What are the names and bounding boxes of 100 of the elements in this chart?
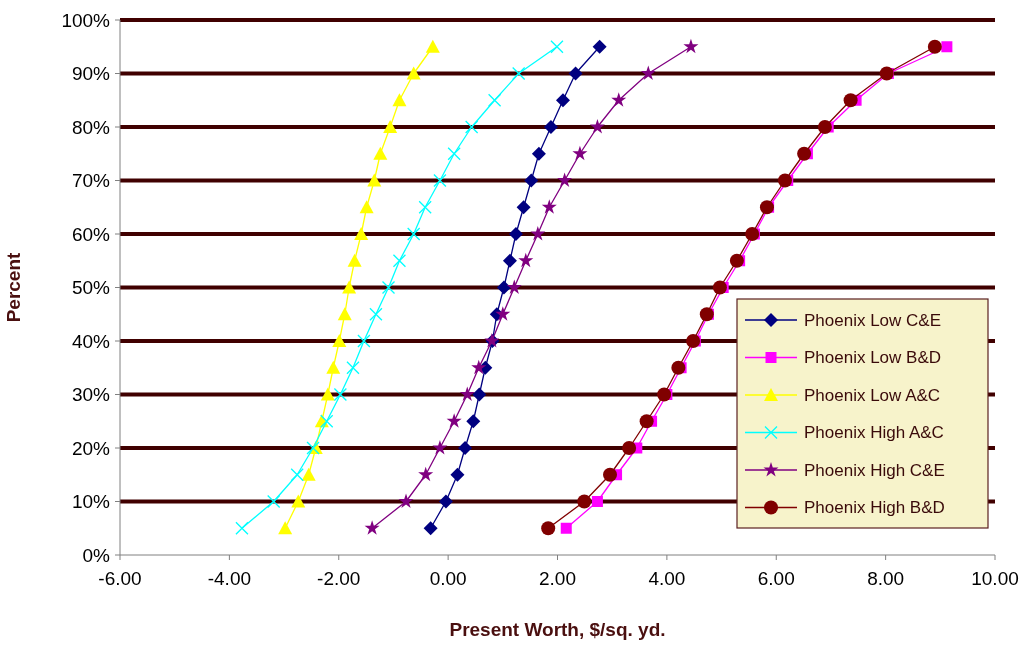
x-tick-label: -6.00 xyxy=(98,568,142,589)
point xyxy=(471,359,487,375)
point xyxy=(291,494,306,508)
point xyxy=(506,279,522,294)
point xyxy=(671,360,686,375)
point xyxy=(432,440,448,455)
x-axis-title: Present Worth, $/sq. yd. xyxy=(449,619,666,640)
point xyxy=(332,334,347,347)
point xyxy=(392,93,407,107)
point xyxy=(577,494,592,509)
x-tick-label: 2.00 xyxy=(539,568,576,589)
point xyxy=(342,280,357,294)
point xyxy=(639,414,654,429)
point xyxy=(235,521,249,535)
y-tick-label: 90% xyxy=(71,63,111,85)
legend-label: Phoenix Low C&E xyxy=(804,310,942,330)
point xyxy=(572,145,588,161)
point xyxy=(817,120,832,134)
point xyxy=(346,361,360,375)
legend-label: Phoenix Low A&C xyxy=(804,385,941,405)
y-tick-label: 60% xyxy=(71,223,111,245)
point xyxy=(466,414,481,429)
point xyxy=(433,173,447,188)
point xyxy=(843,93,858,108)
y-tick-label: 10% xyxy=(71,491,111,513)
point xyxy=(541,199,557,214)
point xyxy=(611,92,627,107)
point xyxy=(555,93,570,108)
point xyxy=(487,93,502,107)
point xyxy=(508,227,523,241)
point xyxy=(423,521,438,536)
legend-label: Phoenix Low B&D xyxy=(804,348,942,368)
point xyxy=(729,253,744,268)
x-tick-label: -4.00 xyxy=(207,568,252,589)
point xyxy=(516,200,531,215)
point xyxy=(347,253,362,267)
point xyxy=(496,280,511,295)
point xyxy=(354,227,369,240)
y-tick-label: 20% xyxy=(71,437,111,459)
point xyxy=(450,467,465,482)
point xyxy=(447,147,461,161)
point xyxy=(326,360,341,374)
point xyxy=(267,494,281,509)
point xyxy=(337,307,352,321)
y-tick-label: 0% xyxy=(82,544,111,566)
point xyxy=(541,521,556,536)
point xyxy=(524,173,539,188)
y-axis-title: Percent xyxy=(3,251,24,323)
point xyxy=(472,387,487,402)
point xyxy=(392,254,407,268)
point xyxy=(557,172,573,187)
y-tick-label: 50% xyxy=(71,277,111,299)
point xyxy=(464,120,479,134)
legend-label: Phoenix High A&C xyxy=(804,423,944,443)
point xyxy=(495,306,511,321)
x-tick-label: 0.00 xyxy=(429,568,467,589)
point xyxy=(381,280,396,295)
point xyxy=(278,521,293,535)
point xyxy=(357,334,371,348)
point xyxy=(603,467,617,482)
point xyxy=(927,39,942,54)
point xyxy=(591,496,603,507)
point xyxy=(367,173,382,187)
point xyxy=(446,413,462,428)
point xyxy=(531,146,546,161)
point xyxy=(320,414,334,428)
point xyxy=(369,307,383,321)
y-tick-label: 70% xyxy=(71,170,111,192)
point xyxy=(320,387,335,401)
point xyxy=(657,387,672,402)
point xyxy=(560,522,572,534)
y-tick-label: 30% xyxy=(71,384,111,406)
point xyxy=(550,40,564,54)
point xyxy=(592,39,607,54)
point xyxy=(407,227,421,241)
point xyxy=(458,441,473,455)
point xyxy=(512,66,526,81)
point xyxy=(502,253,517,268)
point xyxy=(640,65,656,80)
point xyxy=(438,494,453,509)
point xyxy=(568,66,583,81)
y-tick-label: 40% xyxy=(71,330,111,352)
point xyxy=(398,493,414,508)
point xyxy=(418,466,434,482)
point xyxy=(941,41,953,53)
point xyxy=(712,280,727,295)
y-tick-label: 100% xyxy=(61,9,111,31)
point xyxy=(778,173,792,188)
point xyxy=(530,226,546,241)
point xyxy=(359,200,374,214)
point xyxy=(364,520,380,535)
x-tick-label: 8.00 xyxy=(867,568,905,589)
x-tick-label: 6.00 xyxy=(757,568,795,589)
x-tick-label: -2.00 xyxy=(317,568,361,589)
point xyxy=(589,119,605,134)
point xyxy=(518,252,534,268)
point xyxy=(406,66,421,80)
point xyxy=(301,467,316,481)
legend-label: Phoenix High B&D xyxy=(804,498,945,518)
x-tick-label: 4.00 xyxy=(648,568,686,589)
